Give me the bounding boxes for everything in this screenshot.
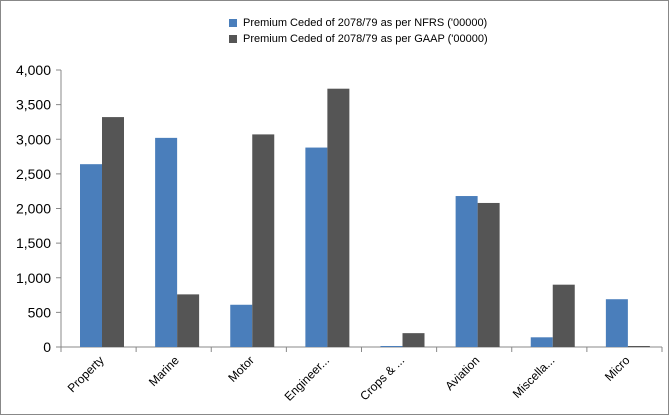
- y-tick-label: 1,500: [16, 235, 51, 251]
- x-tick-label: Motor: [225, 353, 257, 385]
- x-tick-label: Marine: [146, 353, 182, 389]
- x-tick-label: Aviation: [442, 353, 482, 393]
- legend-swatch-nfrs: [229, 19, 237, 27]
- legend-item-gaap: Premium Ceded of 2078/79 as per GAAP ('0…: [229, 31, 488, 47]
- bar-nfrs-5: [455, 196, 478, 347]
- bar-gaap-1: [177, 294, 200, 347]
- bar-gaap-7: [627, 346, 650, 347]
- legend-label-gaap: Premium Ceded of 2078/79 as per GAAP ('0…: [243, 33, 488, 45]
- y-tick-label: 0: [43, 339, 51, 355]
- y-tick-label: 3,000: [16, 131, 51, 147]
- bar-gaap-6: [552, 284, 575, 347]
- bar-nfrs-7: [605, 299, 628, 347]
- legend-swatch-gaap: [229, 35, 237, 43]
- y-tick-label: 500: [28, 304, 52, 320]
- legend: Premium Ceded of 2078/79 as per NFRS ('0…: [229, 15, 488, 47]
- bar-nfrs-2: [230, 304, 253, 347]
- y-tick-label: 1,000: [16, 270, 51, 286]
- x-tick-label: Micro: [602, 353, 633, 384]
- bar-gaap-5: [477, 202, 500, 347]
- bar-nfrs-1: [155, 137, 178, 347]
- x-tick-label: Crops & ...: [357, 353, 407, 403]
- x-tick-label: Miscella...: [510, 353, 558, 401]
- bar-gaap-2: [252, 134, 275, 347]
- legend-label-nfrs: Premium Ceded of 2078/79 as per NFRS ('0…: [243, 17, 488, 29]
- bar-nfrs-0: [80, 164, 102, 347]
- bar-nfrs-3: [305, 147, 328, 347]
- bar-gaap-0: [102, 117, 124, 347]
- x-tick-label: Property: [65, 353, 107, 395]
- bar-nfrs-4: [380, 346, 403, 347]
- y-tick-label: 4,000: [16, 62, 51, 78]
- bar-gaap-3: [327, 88, 350, 347]
- bar-nfrs-6: [530, 337, 553, 347]
- y-tick-label: 2,500: [16, 166, 51, 182]
- y-tick-label: 2,000: [16, 201, 51, 217]
- x-tick-label: Engineer...: [282, 353, 332, 403]
- bar-gaap-4: [402, 333, 425, 347]
- y-tick-label: 3,500: [16, 97, 51, 113]
- legend-item-nfrs: Premium Ceded of 2078/79 as per NFRS ('0…: [229, 15, 488, 31]
